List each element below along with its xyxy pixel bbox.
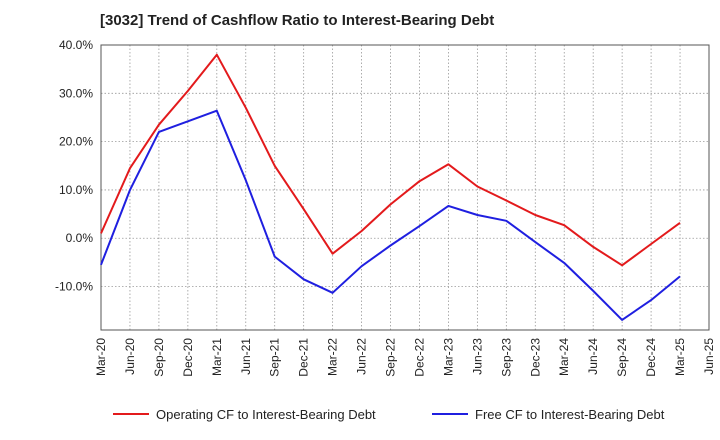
x-tick-label: Jun-22 (355, 338, 369, 375)
x-tick-label: Dec-20 (181, 338, 195, 377)
x-tick-label: Dec-23 (528, 338, 542, 377)
x-tick-label: Sep-23 (499, 338, 513, 377)
series-line-1 (100, 53, 681, 267)
y-tick-label: 10.0% (59, 183, 93, 197)
y-tick-label: -10.0% (55, 280, 93, 294)
x-tick-label: Jun-21 (239, 338, 253, 375)
x-tick-label: Dec-21 (297, 338, 311, 377)
x-tick-label: Sep-20 (152, 338, 166, 377)
x-tick-label: Mar-23 (441, 338, 455, 376)
x-tick-label: Jun-23 (470, 338, 484, 375)
x-tick-label: Jun-25 (702, 338, 716, 375)
x-tick-label: Sep-22 (384, 338, 398, 377)
y-tick-label: 20.0% (59, 135, 93, 149)
x-tick-label: Dec-22 (412, 338, 426, 377)
x-tick-label: Mar-24 (557, 338, 571, 376)
x-tick-label: Mar-22 (326, 338, 340, 376)
x-tick-label: Sep-24 (615, 338, 629, 377)
legend-label-2: Free CF to Interest-Bearing Debt (475, 407, 665, 422)
x-tick-label: Mar-21 (210, 338, 224, 376)
y-tick-label: 0.0% (66, 231, 94, 245)
x-tick-label: Mar-20 (94, 338, 108, 376)
x-tick-label: Dec-24 (644, 338, 658, 377)
x-tick-label: Jun-24 (586, 338, 600, 375)
x-tick-label: Sep-21 (268, 338, 282, 377)
chart-title: [3032] Trend of Cashflow Ratio to Intere… (100, 12, 495, 29)
x-tick-label: Mar-25 (673, 338, 687, 376)
y-tick-label: 40.0% (59, 38, 93, 52)
legend-label-1: Operating CF to Interest-Bearing Debt (156, 407, 376, 422)
x-tick-label: Jun-20 (123, 338, 137, 375)
series-line-2 (100, 109, 681, 321)
plot-area (101, 45, 709, 330)
y-tick-label: 30.0% (59, 86, 93, 100)
plot-border (100, 44, 710, 331)
